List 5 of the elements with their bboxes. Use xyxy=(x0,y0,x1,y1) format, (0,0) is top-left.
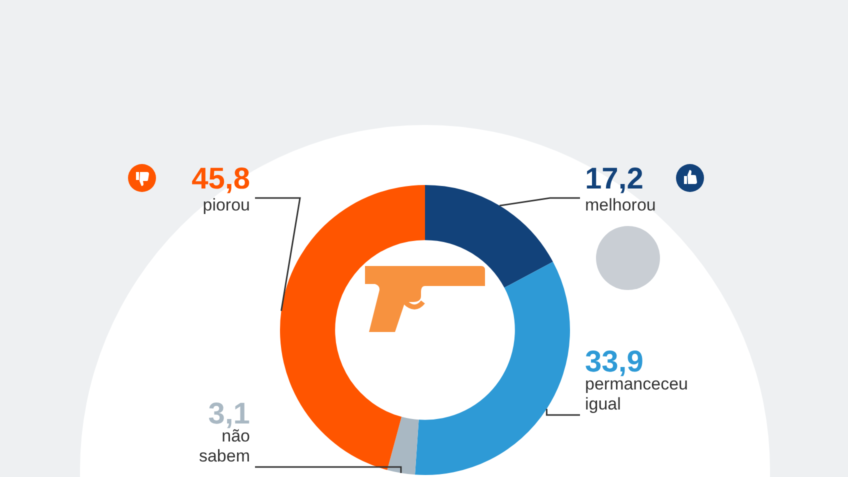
data-label: 45,8 xyxy=(192,162,250,196)
slice-label: melhorou xyxy=(585,196,656,215)
slice-label: piorou xyxy=(202,196,250,215)
data-label: 33,9 xyxy=(585,345,644,378)
data-label: 17,2 xyxy=(585,162,644,196)
